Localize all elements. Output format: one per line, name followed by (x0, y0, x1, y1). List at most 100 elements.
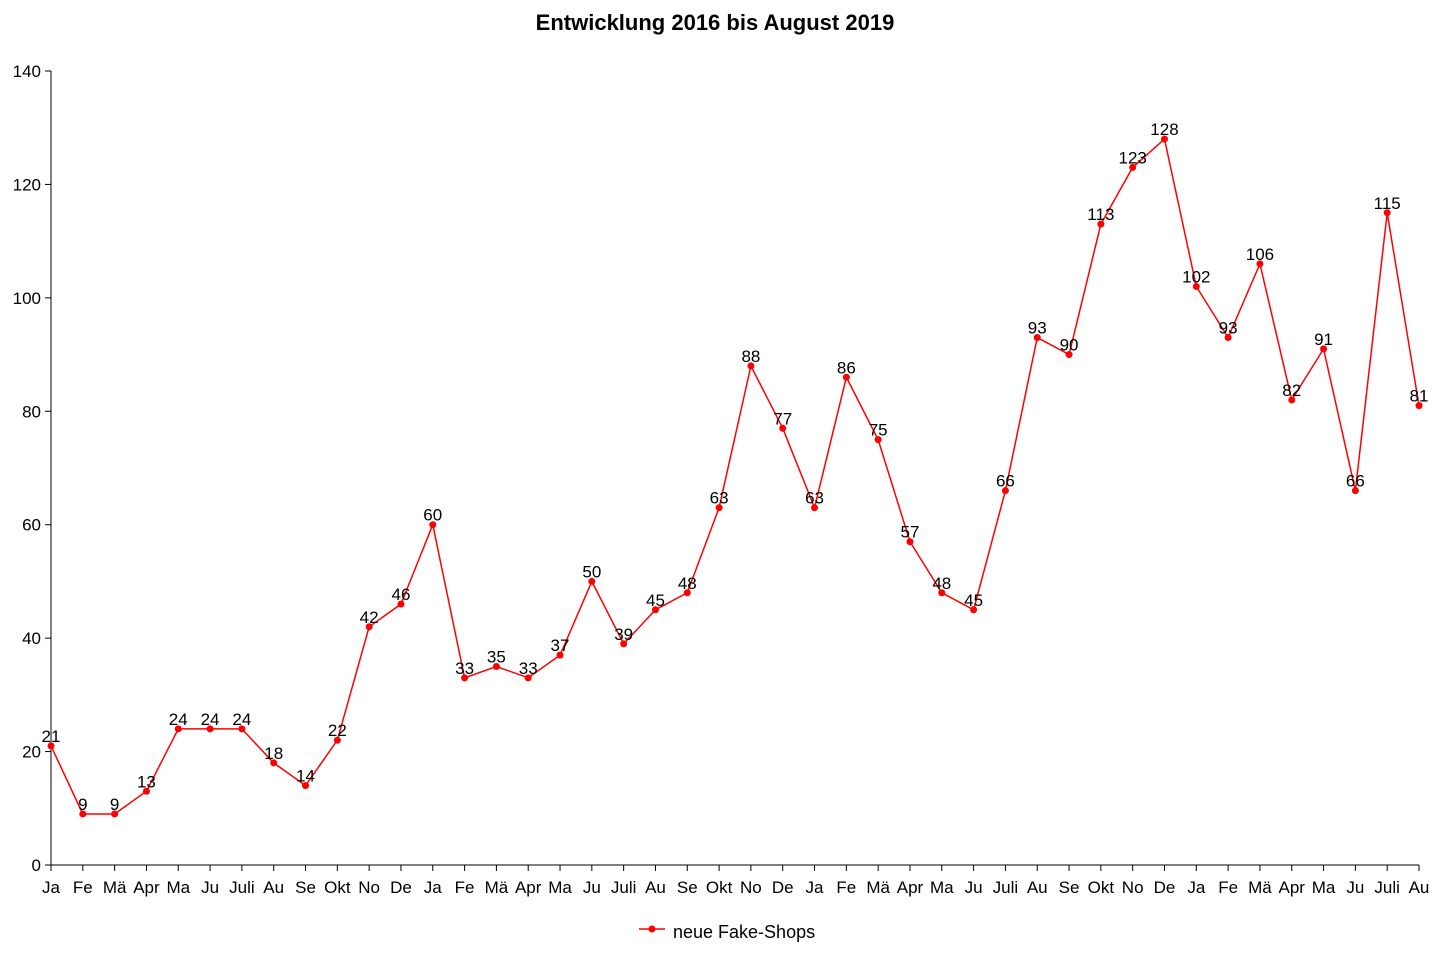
data-label: 66 (1346, 472, 1365, 491)
x-tick-label: Fe (836, 878, 856, 897)
data-label: 45 (646, 591, 665, 610)
data-label: 39 (614, 625, 633, 644)
data-point (1033, 334, 1041, 342)
data-label: 93 (1219, 319, 1238, 338)
x-tick-label: Ja (1187, 878, 1206, 897)
data-label: 82 (1282, 381, 1301, 400)
x-tick-label: De (772, 878, 794, 897)
data-label: 66 (996, 472, 1015, 491)
data-point (302, 782, 310, 790)
data-label: 42 (360, 608, 379, 627)
legend: neue Fake-Shops (639, 922, 815, 942)
x-tick-label: Mä (866, 878, 890, 897)
data-point (79, 810, 87, 818)
data-point (1351, 487, 1359, 495)
x-tick-label: Au (645, 878, 666, 897)
data-label: 50 (582, 562, 601, 581)
x-tick-label: Au (1409, 878, 1430, 897)
data-point (747, 362, 755, 370)
data-label: 90 (1060, 336, 1079, 355)
data-point (651, 606, 659, 614)
x-tick-label: Se (295, 878, 316, 897)
data-point (588, 577, 596, 585)
data-point (1256, 260, 1264, 268)
x-tick-label: De (1154, 878, 1176, 897)
data-label: 60 (423, 506, 442, 525)
data-point (1320, 345, 1328, 353)
x-tick-label: Ju (583, 878, 601, 897)
data-point (906, 538, 914, 546)
data-point (461, 674, 469, 682)
data-point (715, 504, 723, 512)
data-point (1224, 334, 1232, 342)
x-tick-label: Se (677, 878, 698, 897)
data-label: 9 (110, 795, 119, 814)
data-point (1415, 402, 1423, 410)
y-axis: 0 20 40 60 80 100 120 140 (13, 62, 52, 875)
x-tick-label: Mä (485, 878, 509, 897)
data-label: 21 (42, 727, 61, 746)
x-tick-label: Ja (806, 878, 825, 897)
data-label: 9 (78, 795, 87, 814)
data-point (1097, 220, 1105, 228)
data-point (1160, 135, 1168, 143)
data-point (1383, 209, 1391, 217)
data-label: 93 (1028, 319, 1047, 338)
data-label: 63 (710, 489, 729, 508)
data-label: 22 (328, 721, 347, 740)
data-label: 86 (837, 358, 856, 377)
data-point (206, 725, 214, 733)
x-tick-label: Ju (201, 878, 219, 897)
data-point (142, 787, 150, 795)
data-label: 128 (1150, 120, 1178, 139)
data-point (47, 742, 55, 750)
data-label: 91 (1314, 330, 1333, 349)
data-point (1065, 351, 1073, 359)
x-tick-label: Ja (424, 878, 443, 897)
x-tick-label: No (1122, 878, 1144, 897)
data-point (238, 725, 246, 733)
data-point (1288, 396, 1296, 404)
data-label: 75 (869, 421, 888, 440)
data-label: 33 (519, 659, 538, 678)
data-label: 81 (1410, 387, 1429, 406)
data-point (1129, 163, 1137, 171)
x-axis: Ja Fe Mä Apr Ma Ju Juli Au Se Okt No De Ja Fe Mä Apr Ma J… (42, 864, 1430, 897)
data-point (429, 521, 437, 529)
data-point (524, 674, 532, 682)
y-tick-label: 60 (22, 516, 41, 535)
data-label: 63 (805, 489, 824, 508)
x-tick-label: Ma (1312, 878, 1336, 897)
x-tick-label: Fe (1218, 878, 1238, 897)
x-tick-label: Mä (1248, 878, 1272, 897)
x-tick-label: No (358, 878, 380, 897)
data-label: 57 (901, 523, 920, 542)
data-label: 123 (1118, 148, 1146, 167)
data-label: 115 (1374, 194, 1401, 213)
data-label: 48 (932, 574, 951, 593)
data-point (970, 606, 978, 614)
y-tick-label: 80 (22, 402, 41, 421)
data-point (811, 504, 819, 512)
data-label: 88 (741, 347, 760, 366)
data-label: 14 (296, 767, 315, 786)
x-tick-label: Juli (611, 878, 637, 897)
x-tick-label: Au (263, 878, 284, 897)
y-tick-label: 120 (13, 175, 41, 194)
x-tick-label: Au (1027, 878, 1048, 897)
data-label: 24 (201, 710, 220, 729)
data-point (938, 589, 946, 597)
x-tick-label: Okt (1088, 878, 1115, 897)
data-point (620, 640, 628, 648)
x-tick-label: Okt (706, 878, 733, 897)
data-label: 46 (391, 585, 410, 604)
x-tick-label: Apr (133, 878, 160, 897)
legend-label: neue Fake-Shops (673, 922, 815, 942)
x-tick-label: Ju (965, 878, 983, 897)
legend-marker-icon (648, 925, 656, 933)
data-point (683, 589, 691, 597)
data-point (1192, 283, 1200, 291)
y-tick-label: 0 (32, 856, 41, 875)
x-tick-label: De (390, 878, 412, 897)
